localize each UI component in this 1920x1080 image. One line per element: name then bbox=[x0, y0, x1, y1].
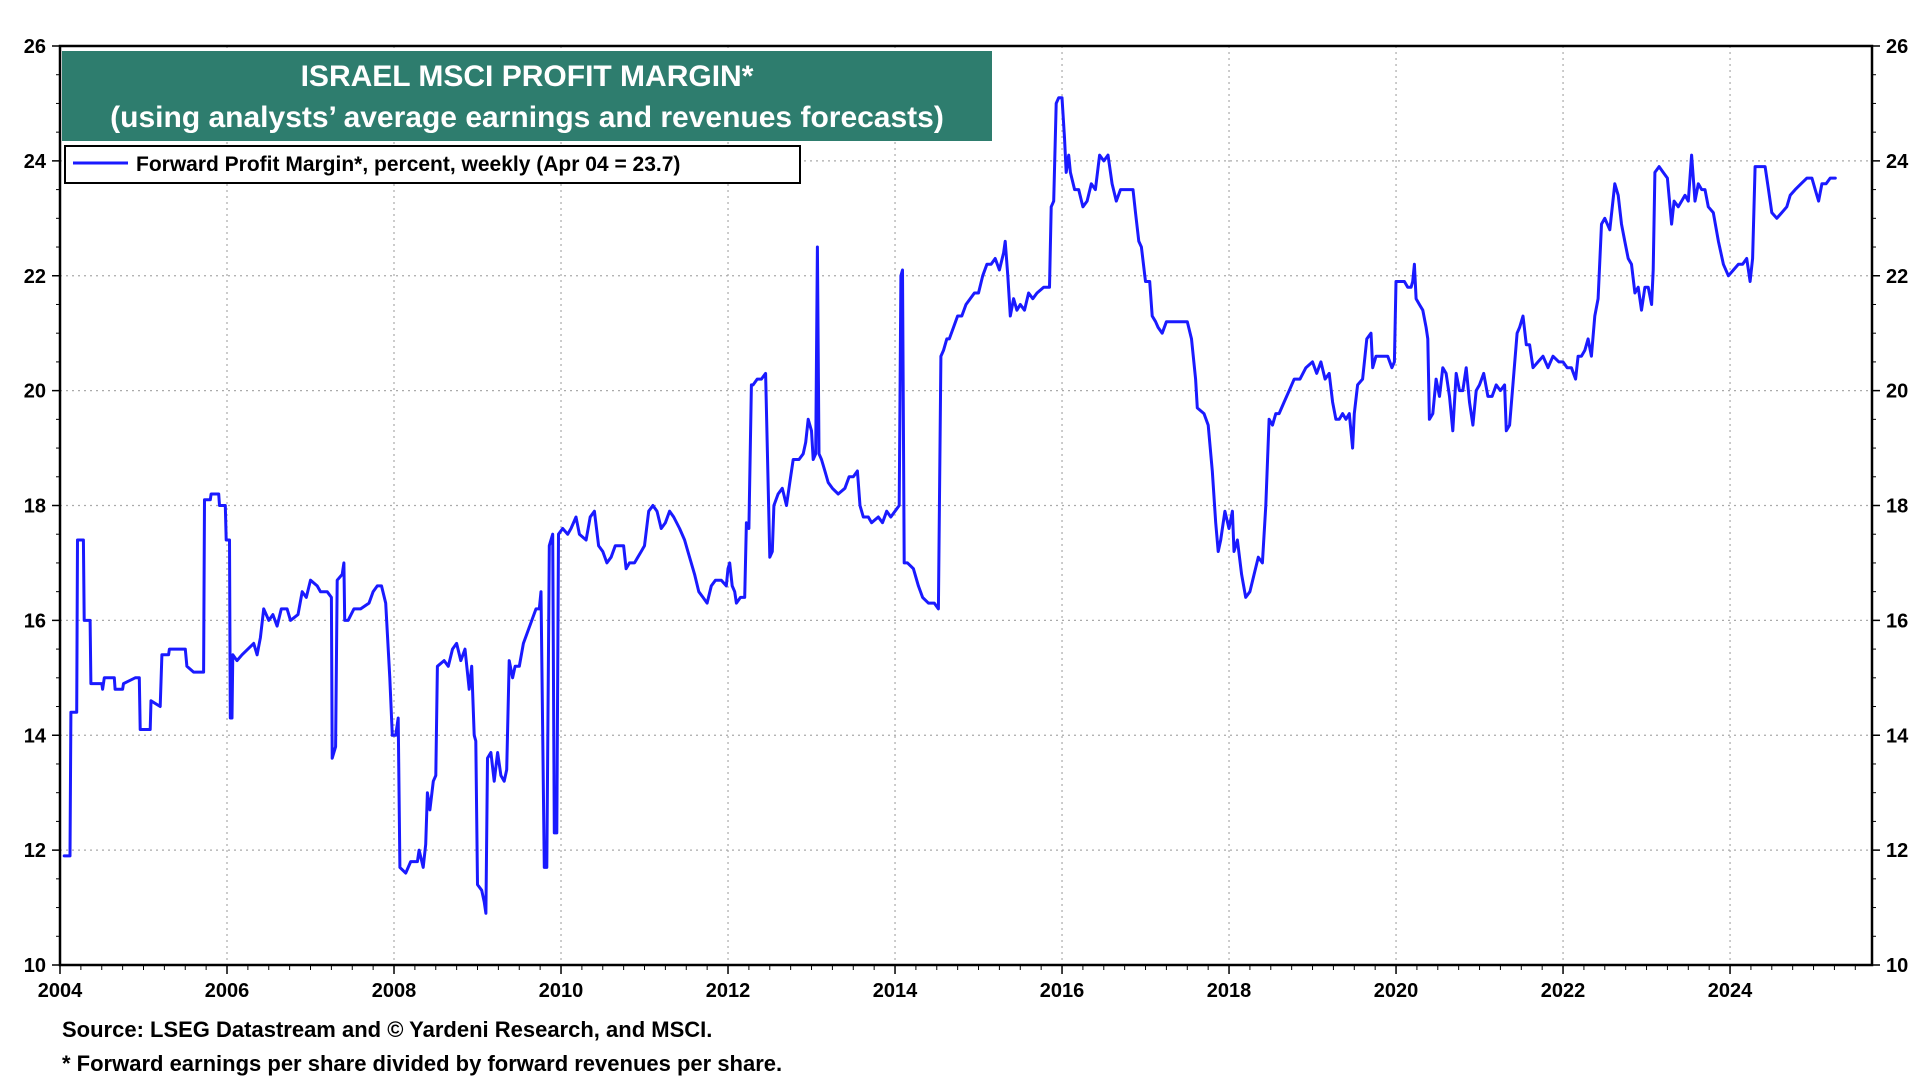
x-tick-label: 2004 bbox=[38, 980, 83, 1002]
chart-title: ISRAEL MSCI PROFIT MARGIN* bbox=[301, 60, 754, 93]
source-note: Source: LSEG Datastream and © Yardeni Re… bbox=[62, 1017, 713, 1042]
plot-frame bbox=[58, 44, 1874, 967]
y-tick-label-left: 18 bbox=[24, 496, 46, 518]
x-tick-label: 2014 bbox=[873, 980, 918, 1002]
x-tick-label: 2022 bbox=[1541, 980, 1586, 1002]
y-tick-label-right: 24 bbox=[1886, 151, 1909, 173]
y-tick-label-right: 16 bbox=[1886, 610, 1908, 632]
y-tick-label-right: 14 bbox=[1886, 725, 1909, 747]
y-tick-label-left: 26 bbox=[24, 36, 46, 58]
y-tick-label-left: 10 bbox=[24, 955, 46, 977]
series-layer bbox=[62, 96, 1837, 915]
x-tick-label: 2020 bbox=[1374, 980, 1419, 1002]
y-tick-label-left: 20 bbox=[24, 381, 46, 403]
series-line-forward-profit-margin bbox=[62, 96, 1837, 915]
legend: Forward Profit Margin*, percent, weekly … bbox=[64, 145, 801, 184]
y-tick-label-right: 12 bbox=[1886, 840, 1908, 862]
y-tick-label-right: 18 bbox=[1886, 496, 1908, 518]
legend-label: Forward Profit Margin*, percent, weekly … bbox=[136, 153, 680, 176]
y-tick-label-left: 12 bbox=[24, 840, 46, 862]
y-tick-label-left: 22 bbox=[24, 266, 46, 288]
y-tick-label-left: 24 bbox=[24, 151, 47, 173]
x-tick-label: 2006 bbox=[205, 980, 250, 1002]
y-tick-label-left: 14 bbox=[24, 725, 47, 747]
y-tick-label-left: 16 bbox=[24, 610, 46, 632]
x-tick-label: 2024 bbox=[1708, 980, 1753, 1002]
chart-subtitle: (using analysts’ average earnings and re… bbox=[110, 101, 944, 134]
x-tick-label: 2008 bbox=[372, 980, 417, 1002]
y-tick-label-right: 22 bbox=[1886, 266, 1908, 288]
y-tick-label-right: 20 bbox=[1886, 381, 1908, 403]
y-tick-label-right: 26 bbox=[1886, 36, 1908, 58]
x-tick-label: 2010 bbox=[539, 980, 584, 1002]
y-tick-label-right: 10 bbox=[1886, 955, 1908, 977]
footnote: * Forward earnings per share divided by … bbox=[62, 1051, 783, 1076]
x-tick-label: 2018 bbox=[1207, 980, 1252, 1002]
x-tick-label: 2012 bbox=[706, 980, 751, 1002]
x-tick-label: 2016 bbox=[1040, 980, 1085, 1002]
chart-title-box: ISRAEL MSCI PROFIT MARGIN* (using analys… bbox=[62, 51, 992, 141]
